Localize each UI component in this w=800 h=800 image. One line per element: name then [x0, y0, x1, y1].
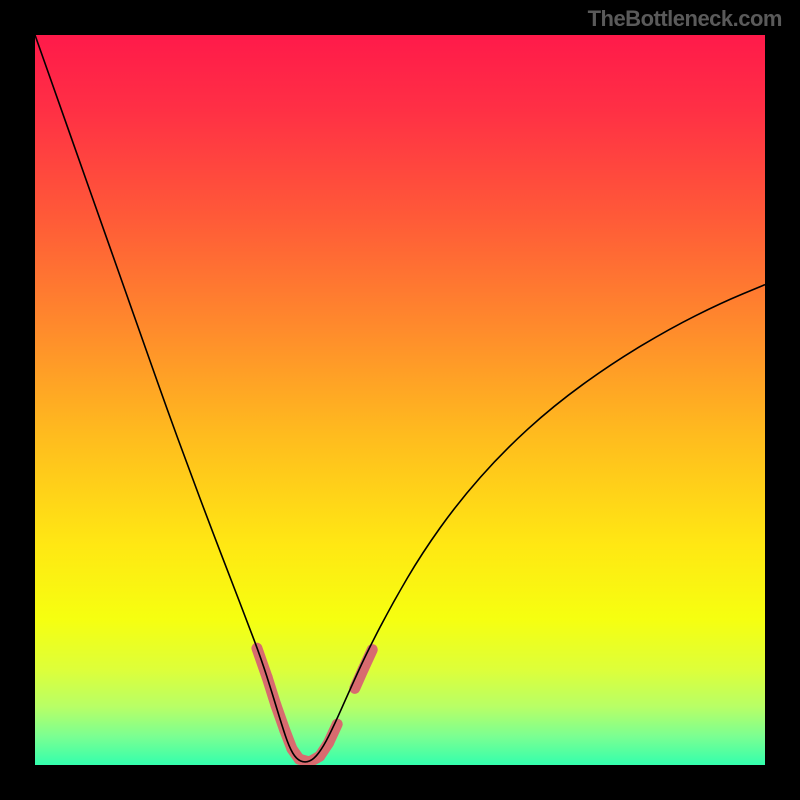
plot-area: [35, 35, 765, 765]
watermark-text: TheBottleneck.com: [588, 6, 782, 32]
bottleneck-chart: [35, 35, 765, 765]
gradient-background: [35, 35, 765, 765]
chart-container: TheBottleneck.com: [0, 0, 800, 800]
